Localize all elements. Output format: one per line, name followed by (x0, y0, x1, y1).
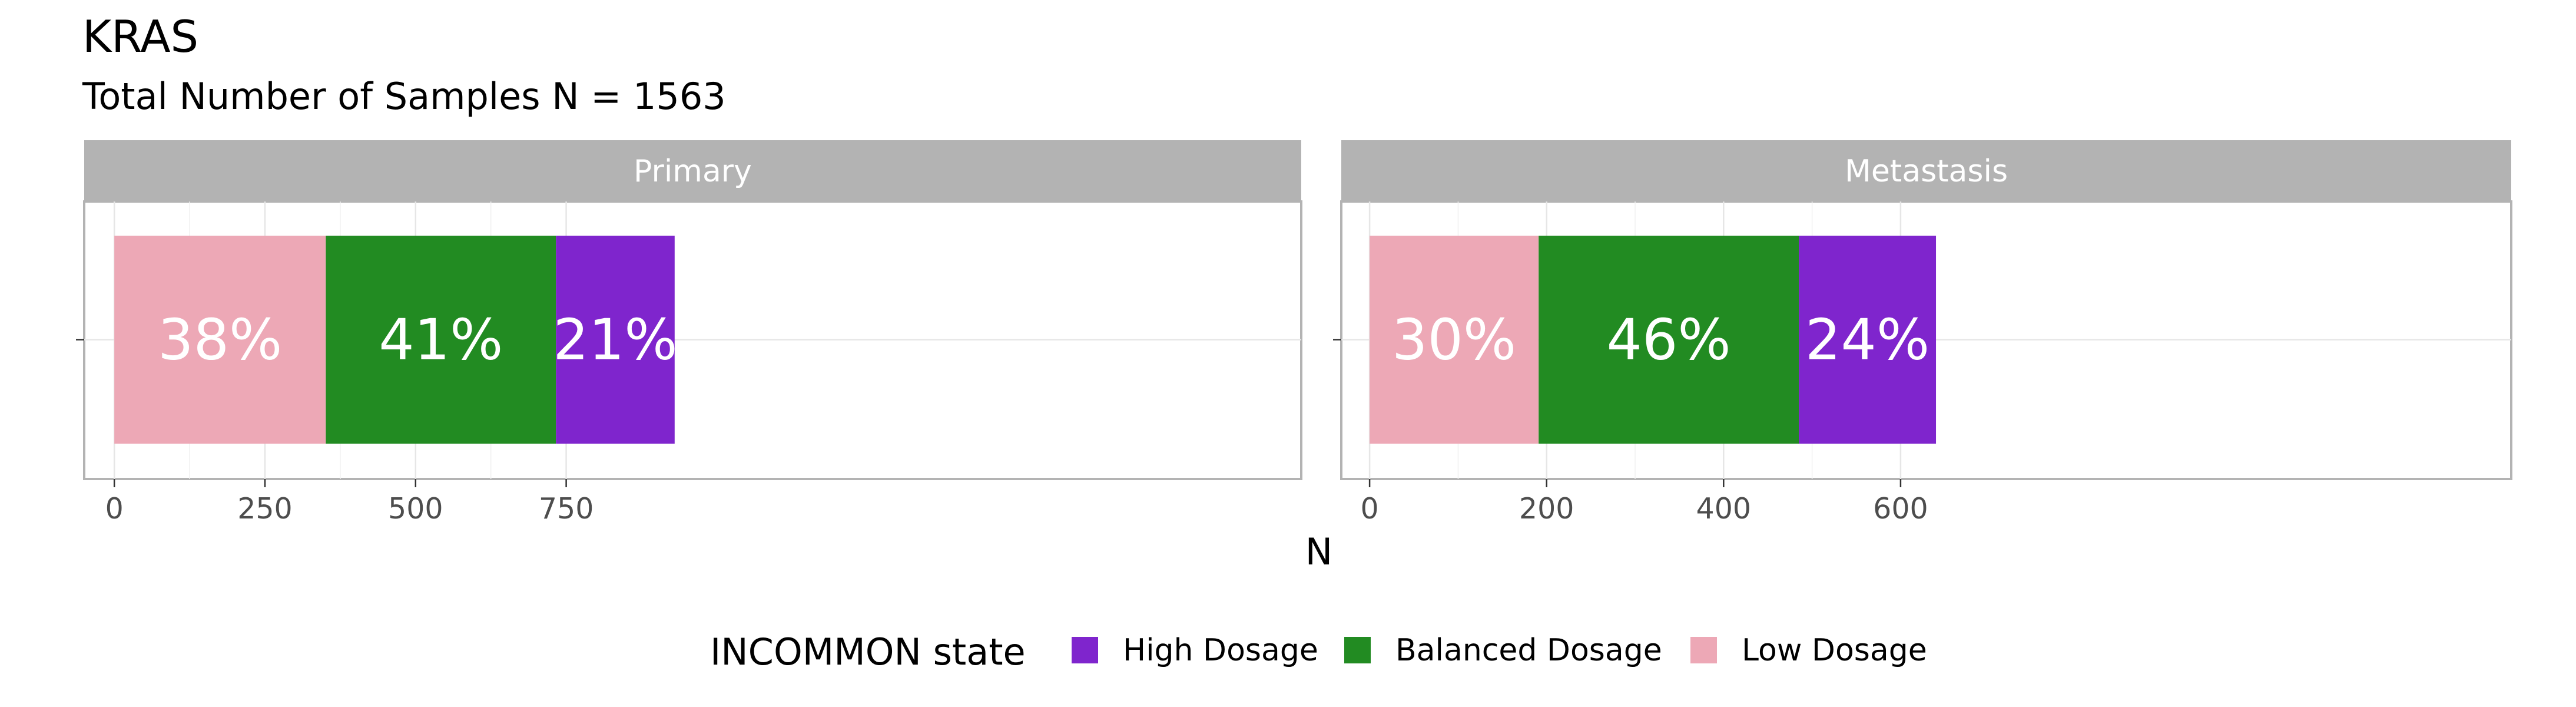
x-tick-label: 600 (1873, 492, 1928, 526)
bar-segment-high-dosage (1799, 236, 1937, 444)
legend-key-high-dosage (1072, 637, 1098, 663)
chart-title: KRAS (82, 11, 198, 62)
legend-label: High Dosage (1123, 633, 1318, 668)
bar-data-label: 41% (379, 308, 503, 373)
facet-panel-metastasis: Metastasis 30% 46% 24% 0 200 400 600 (1333, 140, 2512, 526)
bar-segment-high-dosage (556, 236, 675, 444)
facet-strip-label: Primary (634, 154, 752, 189)
legend: INCOMMON state High Dosage Balanced Dosag… (710, 630, 1927, 673)
bar-data-label: 38% (158, 308, 282, 373)
facet-panel-primary: Primary 38% 41% 21% 0 250 500 750 (76, 140, 1302, 526)
bar-segment-low-dosage (1370, 236, 1539, 444)
bar-data-label: 46% (1607, 308, 1731, 373)
legend-key-balanced-dosage (1344, 637, 1371, 663)
x-axis-title: N (1305, 530, 1332, 573)
facet-panels: Primary 38% 41% 21% 0 250 500 750 Metastasis 30% 4… (76, 140, 2512, 526)
facet-strip-label: Metastasis (1845, 154, 2008, 189)
legend-title: INCOMMON state (710, 630, 1026, 673)
x-tick-label: 400 (1696, 492, 1752, 526)
x-tick-label: 0 (1361, 492, 1379, 526)
legend-label: Balanced Dosage (1395, 633, 1662, 668)
x-tick-label: 750 (539, 492, 594, 526)
chart-subtitle: Total Number of Samples N = 1563 (82, 75, 726, 118)
x-tick-label: 250 (237, 492, 293, 526)
facet-strip (84, 140, 1301, 201)
bar-segment-balanced-dosage (1539, 236, 1799, 444)
facet-strip (1341, 140, 2511, 201)
bar-data-label: 30% (1392, 308, 1516, 373)
x-tick-label: 0 (105, 492, 124, 526)
legend-label: Low Dosage (1742, 633, 1927, 668)
legend-key-low-dosage (1690, 637, 1717, 663)
bar-data-label: 24% (1805, 308, 1929, 373)
bar-data-label: 21% (553, 308, 677, 373)
bar-segment-low-dosage (114, 236, 326, 444)
x-tick-label: 500 (388, 492, 443, 526)
x-tick-label: 200 (1519, 492, 1574, 526)
bar-segment-balanced-dosage (326, 236, 556, 444)
